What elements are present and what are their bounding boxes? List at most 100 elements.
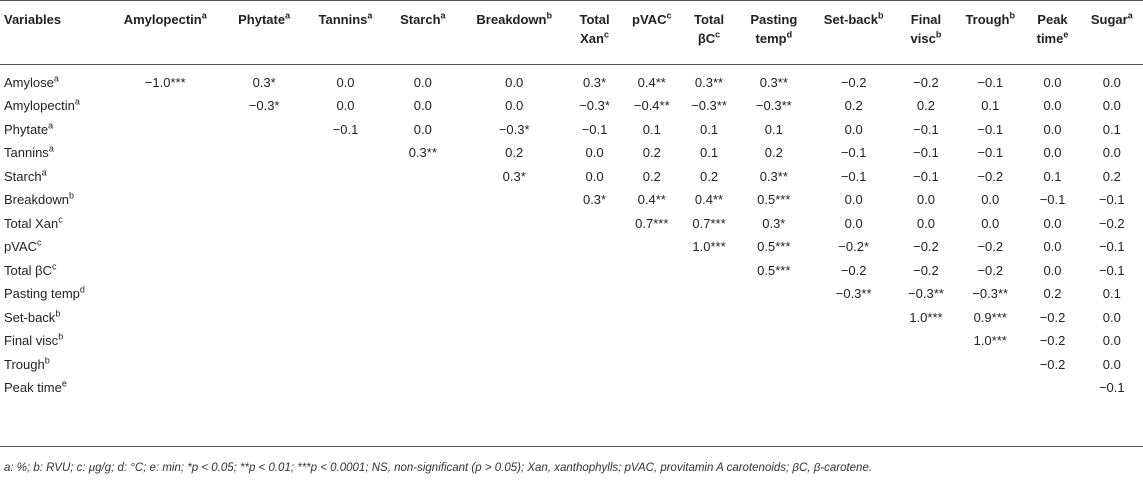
correlation-cell — [306, 282, 384, 306]
column-header-label: Peak time — [1036, 12, 1068, 46]
table-row: Final viscb 1.0*** −0.2 0.0 — [0, 329, 1143, 353]
correlation-cell — [682, 353, 736, 377]
correlation-cell: −0.1 — [1039, 192, 1066, 208]
correlation-cell — [306, 306, 384, 330]
correlation-cell — [622, 353, 682, 377]
correlation-cell: 0.0 — [916, 215, 935, 231]
correlation-cell — [811, 353, 895, 377]
correlation-cell: 0.5*** — [757, 262, 791, 278]
correlation-cell — [385, 212, 461, 236]
column-header-label: Phytate — [238, 12, 286, 27]
column-header-label: Starch — [400, 12, 441, 27]
footnote-marker: a — [201, 10, 207, 21]
column-header-breakdown: Breakdownb — [461, 0, 567, 64]
correlation-cell: −0.3* — [579, 98, 610, 114]
correlation-cell — [222, 353, 306, 377]
row-label-text: Amylopectin — [4, 98, 75, 114]
correlation-cell — [385, 376, 461, 400]
column-header-total-c: Total βCc — [682, 0, 736, 64]
row-label-text: Amylose — [4, 74, 54, 90]
footnote-marker: c — [51, 261, 57, 272]
correlation-cell: 0.2 — [642, 145, 661, 161]
correlation-cell — [385, 353, 461, 377]
footnote-marker: d — [786, 29, 793, 40]
correlation-cell — [385, 259, 461, 283]
correlation-cell — [896, 353, 956, 377]
correlation-cell: 0.0 — [844, 192, 863, 208]
correlation-cell: −0.1 — [840, 168, 867, 184]
correlation-cell — [682, 282, 736, 306]
correlation-cell: 0.7*** — [635, 215, 669, 231]
correlation-cell — [461, 282, 567, 306]
table-row: Pasting tempd −0.3** −0.3** −0.3** 0.2 0.1 — [0, 282, 1143, 306]
correlation-cell: −0.3* — [248, 98, 280, 114]
correlation-cell — [736, 376, 811, 400]
correlation-cell: −0.2 — [1039, 333, 1066, 349]
table-row: Phytatea −0.1 0.0 −0.3* −0.1 0.1 0.1 0.1 0.0 −0.1… — [0, 118, 1143, 142]
correlation-cell: 1.0*** — [692, 239, 726, 255]
correlation-cell: −0.1 — [913, 121, 939, 137]
correlation-cell: 0.1 — [981, 98, 1000, 114]
column-header-label: Final visc — [910, 12, 942, 46]
correlation-cell — [461, 212, 567, 236]
correlation-cell — [622, 329, 682, 353]
correlation-cell: 0.3* — [582, 192, 607, 208]
correlation-cell — [222, 282, 306, 306]
correlation-cell — [385, 235, 461, 259]
column-header-label: Amylopectin — [123, 12, 202, 27]
row-label-text: Total βC — [4, 262, 52, 278]
correlation-cell — [682, 376, 736, 400]
column-header-label: pVAC — [632, 12, 667, 27]
correlation-cell: 0.3* — [502, 168, 526, 184]
column-header-total-xan: Total Xanc — [567, 0, 621, 64]
correlation-cell: −0.2 — [913, 74, 939, 90]
correlation-cell: 0.1 — [1102, 121, 1121, 137]
correlation-cell — [108, 329, 221, 353]
footnote-marker: b — [878, 10, 884, 21]
correlation-cell — [682, 329, 736, 353]
correlation-cell: 0.0 — [1043, 98, 1062, 114]
row-label: Amylosea — [0, 64, 108, 94]
correlation-cell: 0.1 — [1102, 286, 1121, 302]
correlation-cell: 0.0 — [981, 215, 1000, 231]
footnote-marker: a — [74, 96, 80, 107]
row-label-text: Trough — [4, 356, 45, 372]
footnote-marker: a — [440, 10, 446, 21]
correlation-cell — [956, 353, 1024, 377]
correlation-cell: −0.1 — [913, 145, 939, 161]
correlation-cell: 0.3** — [759, 74, 788, 90]
footnote-marker: a — [41, 167, 47, 178]
correlation-cell: 0.0 — [1102, 145, 1121, 161]
row-label: Total Xanc — [0, 212, 108, 236]
correlation-cell — [108, 212, 221, 236]
correlation-cell: 0.1 — [699, 145, 719, 161]
correlation-cell — [222, 329, 306, 353]
correlation-cell: 1.0*** — [973, 333, 1007, 349]
correlation-cell — [622, 376, 682, 400]
correlation-cell — [736, 306, 811, 330]
row-label: Peak timee — [0, 376, 108, 400]
correlation-cell — [306, 329, 384, 353]
correlation-cell — [622, 282, 682, 306]
footnote-marker: e — [1063, 29, 1069, 40]
correlation-cell — [108, 376, 221, 400]
correlation-cell: −0.3** — [972, 286, 1009, 302]
correlation-cell — [222, 141, 306, 165]
correlation-cell: 0.3** — [694, 74, 724, 90]
correlation-cell — [108, 141, 221, 165]
row-label-text: Peak time — [4, 380, 62, 396]
correlation-cell — [222, 165, 306, 189]
correlation-cell — [461, 353, 567, 377]
correlation-cell — [896, 376, 956, 400]
correlation-cell: −0.1 — [1098, 380, 1125, 396]
table-row: Starcha 0.3* 0.0 0.2 0.2 0.3** −0.1 −0.1 −0.2 0.1… — [0, 165, 1143, 189]
correlation-cell: −0.1 — [977, 74, 1004, 90]
correlation-cell — [682, 306, 736, 330]
row-label: Final viscb — [0, 329, 108, 353]
column-header-label: Breakdown — [476, 12, 547, 27]
correlation-cell: 0.0 — [1102, 74, 1121, 90]
correlation-cell — [108, 306, 221, 330]
correlation-cell — [222, 306, 306, 330]
row-label-text: Set-back — [4, 309, 56, 325]
